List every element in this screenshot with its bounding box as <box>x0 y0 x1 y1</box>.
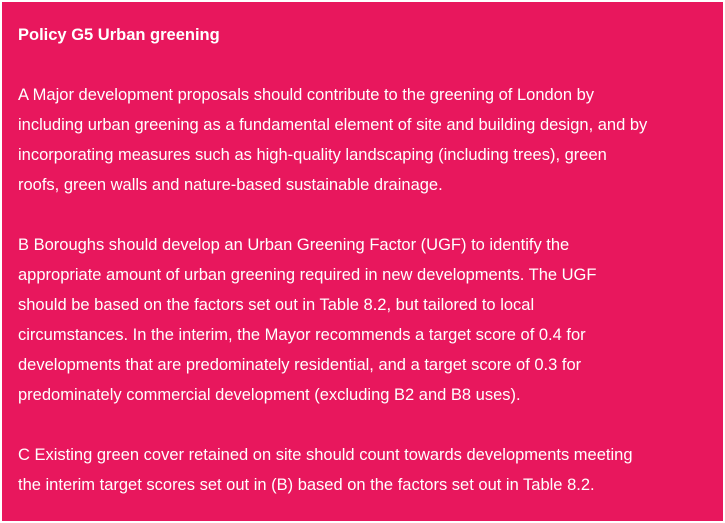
policy-paragraph-a: A Major development proposals should con… <box>18 80 709 200</box>
paragraph-line: developments that are predominately resi… <box>18 356 582 374</box>
paragraph-line: A Major development proposals should con… <box>18 86 595 104</box>
paragraph-line: roofs, green walls and nature-based sust… <box>18 176 443 194</box>
paragraph-line: the interim target scores set out in (B)… <box>18 476 595 494</box>
paragraph-line: predominately commercial development (ex… <box>18 386 521 404</box>
paragraph-line: C Existing green cover retained on site … <box>18 446 633 464</box>
paragraph-line: should be based on the factors set out i… <box>18 296 535 314</box>
paragraph-line: B Boroughs should develop an Urban Green… <box>18 236 570 254</box>
paragraph-line: circumstances. In the interim, the Mayor… <box>18 326 586 344</box>
policy-paragraph-c: C Existing green cover retained on site … <box>18 440 709 500</box>
paragraph-line: appropriate amount of urban greening req… <box>18 266 597 284</box>
paragraph-line: incorporating measures such as high-qual… <box>18 146 607 164</box>
paragraph-line: including urban greening as a fundamenta… <box>18 116 648 134</box>
policy-paragraph-b: B Boroughs should develop an Urban Green… <box>18 230 709 410</box>
policy-title: Policy G5 Urban greening <box>18 26 220 44</box>
